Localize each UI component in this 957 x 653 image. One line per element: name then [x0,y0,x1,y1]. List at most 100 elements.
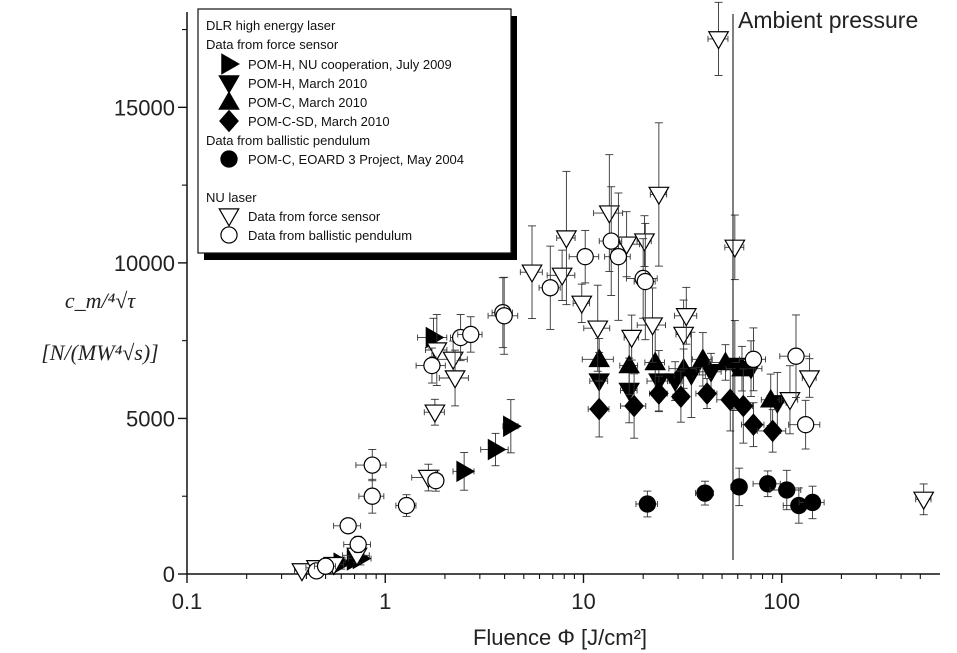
data-point [576,248,594,266]
legend-marker-6 [220,226,238,244]
legend-group-ballistic: Data from ballistic pendulum [206,133,370,148]
legend: DLR high energy laser Data from force se… [197,8,517,260]
legend-symbol [220,150,238,168]
y-tick-label: 0 [163,562,175,587]
data-point [586,320,609,340]
data-point [551,267,573,287]
data-point [633,233,656,253]
data-point [339,517,357,535]
data-point [541,279,559,297]
y-tick-label: 15000 [114,95,175,120]
x-tick-label: 10 [571,589,595,614]
legend-entry-5: Data from force sensor [248,209,381,224]
data-point [778,481,796,499]
series-6 [307,186,821,580]
data-point [692,348,714,368]
y-axis-ticks: 0 5000 10000 15000 [114,29,187,587]
legend-entry-3: POM-C-SD, March 2010 [248,114,390,129]
x-axis-title: Fluence Φ [J/cm²] [473,625,647,650]
data-point [696,484,714,502]
legend-entry-2: POM-C, March 2010 [248,95,367,110]
data-point [743,413,764,436]
legend-group-dlr: DLR high energy laser [206,18,336,33]
legend-marker-2 [218,91,240,110]
legend-marker-4 [220,150,238,168]
legend-entry-4: POM-C, EOARD 3 Project, May 2004 [248,152,464,167]
data-point [624,394,644,418]
x-tick-label: 0.1 [172,589,203,614]
y-tick-label: 10000 [114,251,175,276]
legend-symbol [218,91,240,110]
data-point [620,329,643,349]
data-point [697,382,717,405]
data-point [744,350,763,368]
data-point [495,307,513,325]
data-point [798,370,821,389]
data-point [675,308,698,327]
data-point [707,31,730,50]
data-point [720,388,741,412]
data-point [570,295,593,315]
data-point [427,472,445,490]
data-point [636,272,654,291]
legend-marker-1 [218,75,240,94]
data-point [609,248,628,266]
x-tick-label: 100 [763,589,800,614]
data-point [462,325,480,344]
legend-symbol [218,75,240,94]
legend-group-force-sensor: Data from force sensor [206,37,339,52]
data-point [363,456,381,474]
y-axis-title-line2: [N/(MW⁴√s)] [41,340,159,365]
data-point [730,478,748,496]
data-point [648,382,669,405]
data-point [641,317,664,337]
data-point [724,239,746,259]
data-point [733,394,754,418]
data-point [731,357,753,377]
data-point [316,557,335,575]
data-point [912,491,935,511]
y-axis-title-line1: c_m/⁴√τ [65,288,136,313]
data-point [397,496,416,515]
data-point [762,419,783,443]
data-point [598,205,621,225]
legend-marker-5 [218,208,240,227]
data-point [602,232,620,250]
data-point [638,495,657,513]
data-point [648,186,670,206]
data-point [588,348,610,368]
data-point [424,404,446,424]
data-point [779,392,801,411]
series-0 [328,317,522,574]
data-point [487,438,507,461]
legend-entry-1: POM-H, March 2010 [248,76,367,91]
series-1 [588,320,789,434]
data-point [759,475,777,493]
legend-symbol [220,226,238,244]
data-point [456,460,476,483]
data-point [589,397,610,421]
ambient-pressure-annotation: Ambient pressure [738,7,918,33]
data-point [672,326,695,346]
x-axis-ticks: 0.1 1 10 100 [172,574,921,614]
legend-symbol [219,109,239,133]
data-point [423,356,441,375]
legend-marker-0 [221,53,240,75]
data-point [555,230,578,249]
data-point [796,416,815,434]
data-point [444,370,466,389]
data-point [803,493,822,512]
series-3 [587,368,787,453]
data-marks [291,1,935,582]
data-point [644,351,666,371]
legend-entry-6: Data from ballistic pendulum [248,228,412,243]
data-point [759,388,782,408]
data-point [503,415,522,438]
legend-symbol [221,53,240,75]
series-4 [635,467,825,524]
legend-group-nu-laser: NU laser [206,190,257,205]
data-point [671,385,691,408]
data-point [618,354,640,374]
data-point [787,347,805,365]
